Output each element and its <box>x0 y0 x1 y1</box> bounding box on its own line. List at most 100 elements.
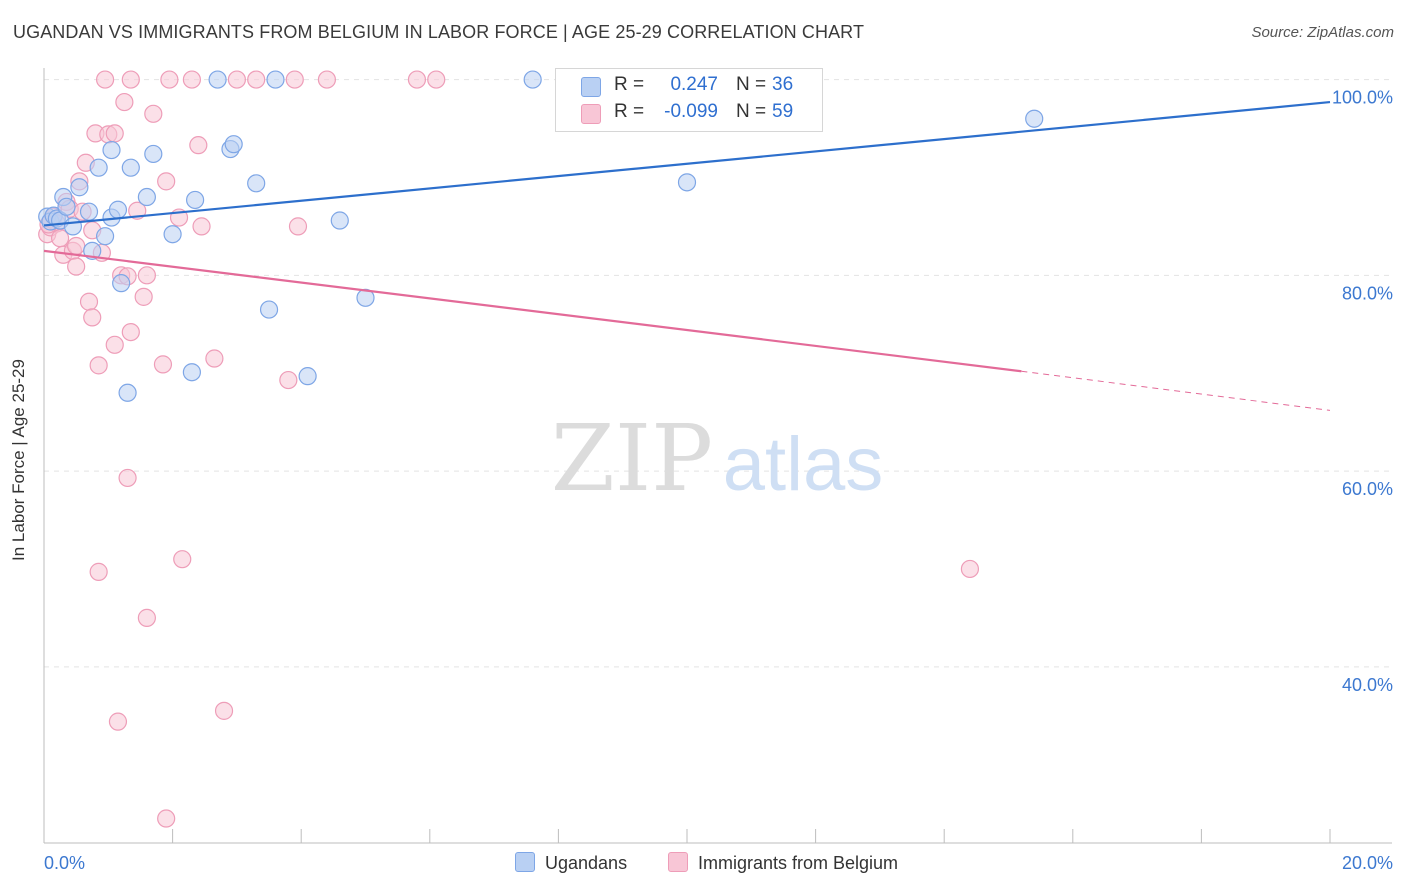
data-point <box>134 287 153 306</box>
data-point <box>186 190 205 210</box>
y-tick-label: 40.0% <box>1342 675 1393 695</box>
data-point <box>208 70 227 89</box>
legend-swatch-pink <box>581 104 601 124</box>
data-point <box>407 70 427 89</box>
y-tick-label: 80.0% <box>1342 283 1393 303</box>
legend-r-label: R = <box>614 101 645 122</box>
bottom-legend-swatch-pink <box>668 852 688 872</box>
data-point <box>121 158 140 177</box>
data-point <box>121 70 140 89</box>
x-tick-label: 0.0% <box>44 853 85 873</box>
data-point <box>285 70 304 89</box>
trend-line-belgium <box>43 249 1022 373</box>
legend-n-label: N = <box>736 101 767 122</box>
data-point <box>157 809 176 828</box>
y-tick-label: 60.0% <box>1342 479 1393 499</box>
data-point <box>67 257 86 276</box>
data-point <box>247 174 266 193</box>
data-point <box>224 135 243 154</box>
data-point <box>137 266 156 285</box>
bottom-legend-swatch-blue <box>515 852 535 872</box>
data-point <box>70 178 89 197</box>
data-point <box>960 559 980 579</box>
data-point <box>112 274 131 293</box>
data-point <box>108 712 128 731</box>
data-point <box>57 197 76 216</box>
data-point <box>330 211 349 230</box>
bottom-legend-label: Immigrants from Belgium <box>698 853 899 873</box>
y-tick-label: 100.0% <box>1332 88 1393 108</box>
legend-swatch-blue <box>581 77 601 97</box>
trend-line-belgium-extrapolated <box>1021 370 1331 411</box>
data-point <box>102 140 121 160</box>
data-point <box>677 173 697 192</box>
data-point <box>356 288 375 307</box>
data-point <box>79 202 99 221</box>
correlation-legend: R = 0.247 N = 36 R = -0.099 N = 59 <box>555 68 823 132</box>
legend-n-label: N = <box>736 74 767 95</box>
data-point <box>157 172 176 191</box>
bottom-legend-label: Ugandans <box>545 853 628 873</box>
data-point <box>189 136 208 155</box>
data-point <box>95 70 115 89</box>
axes <box>43 68 1392 844</box>
data-point <box>95 227 115 246</box>
source-label: Source: ZipAtlas.com <box>1251 24 1394 41</box>
data-point <box>163 225 182 244</box>
data-point <box>105 335 124 354</box>
data-point <box>298 367 317 386</box>
data-point <box>227 70 246 89</box>
data-point <box>105 124 124 143</box>
data-point <box>118 468 137 488</box>
data-point <box>173 550 192 569</box>
data-point <box>144 144 163 164</box>
bottom-legend-ugandans: Ugandans <box>515 852 627 874</box>
legend-r-value: -0.099 <box>664 101 718 122</box>
data-point <box>115 92 134 112</box>
data-point <box>89 158 108 177</box>
legend-n-value: 36 <box>772 74 794 95</box>
data-point <box>192 217 211 236</box>
data-point <box>137 608 156 627</box>
data-point <box>266 70 285 89</box>
data-point <box>108 200 128 219</box>
series-ugandans <box>38 70 1044 402</box>
data-point <box>317 70 337 89</box>
watermark-atlas: atlas <box>723 422 884 507</box>
data-point <box>83 308 102 327</box>
data-point <box>83 241 102 260</box>
grid-lines <box>44 79 1390 668</box>
trend-line-ugandans <box>43 100 1331 227</box>
data-point <box>137 187 156 207</box>
x-tick-label: 20.0% <box>1342 853 1393 873</box>
data-point <box>205 349 224 368</box>
legend-r-label: R = <box>614 74 645 95</box>
data-point <box>79 292 99 311</box>
data-point <box>288 217 308 236</box>
data-point <box>118 383 137 402</box>
data-point <box>247 70 266 89</box>
data-point <box>63 217 83 236</box>
watermark: ZIP atlas <box>551 405 883 512</box>
legend-n-value: 59 <box>772 101 794 122</box>
bottom-legend-belgium: Immigrants from Belgium <box>668 852 898 874</box>
data-point <box>427 70 446 89</box>
data-point <box>214 701 234 720</box>
data-point <box>89 356 108 375</box>
watermark-zip: ZIP <box>551 405 713 512</box>
data-point <box>160 70 179 89</box>
data-point <box>89 562 108 581</box>
trend-lines <box>43 100 1331 411</box>
data-point <box>1025 109 1044 128</box>
chart-title: UGANDAN VS IMMIGRANTS FROM BELGIUM IN LA… <box>13 22 865 42</box>
data-point <box>279 370 298 390</box>
data-point <box>67 236 86 256</box>
data-point <box>121 322 140 342</box>
data-point <box>259 300 279 319</box>
tick-labels: 100.0% 80.0% 60.0% 40.0% 0.0% 20.0% <box>44 88 1393 873</box>
data-point <box>153 355 173 374</box>
data-point <box>182 363 201 382</box>
data-point <box>144 104 163 123</box>
data-point <box>182 70 201 89</box>
